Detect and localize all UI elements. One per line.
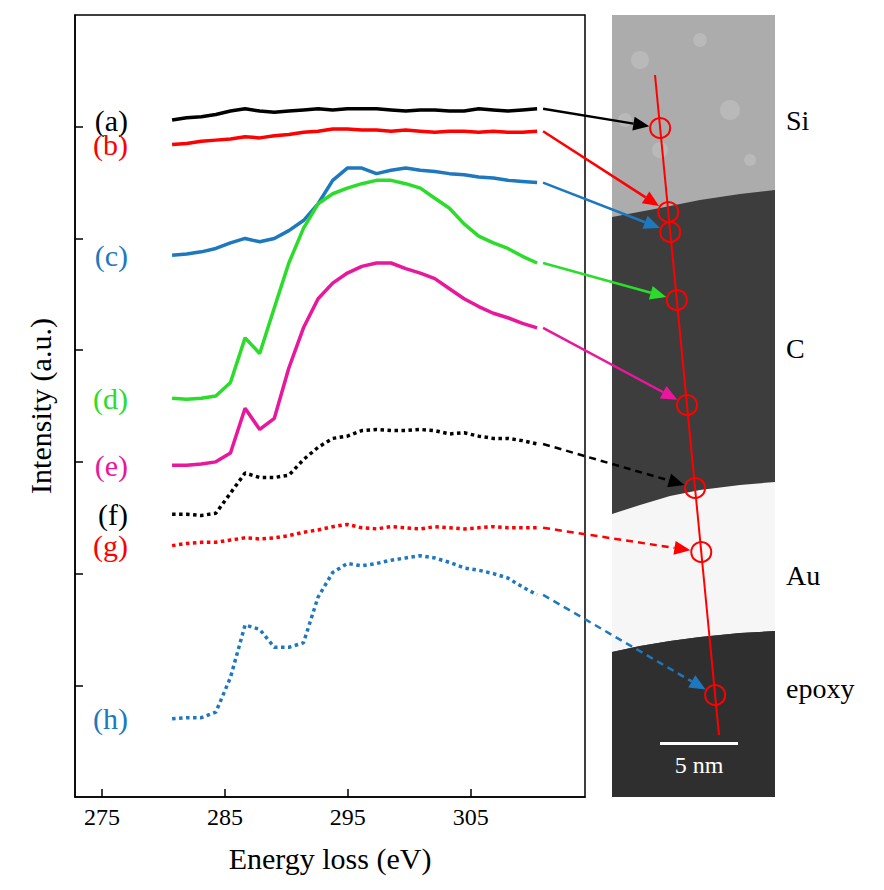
svg-text:epoxy: epoxy (786, 673, 854, 704)
svg-text:(h): (h) (93, 702, 128, 736)
svg-text:5 nm: 5 nm (675, 752, 724, 778)
svg-text:(f): (f) (98, 498, 128, 532)
svg-text:(e): (e) (95, 449, 128, 483)
svg-text:(a): (a) (94, 103, 129, 137)
svg-text:295: 295 (330, 804, 366, 830)
svg-text:Au: Au (786, 560, 820, 591)
svg-text:Energy loss (eV): Energy loss (eV) (229, 842, 432, 876)
svg-text:285: 285 (207, 804, 243, 830)
svg-text:(d): (d) (93, 382, 128, 416)
svg-text:Si: Si (786, 105, 810, 136)
svg-text:C: C (786, 333, 805, 364)
svg-text:305: 305 (453, 804, 489, 830)
svg-text:(c): (c) (95, 239, 128, 273)
svg-text:275: 275 (84, 804, 120, 830)
svg-text:Intensity (a.u.): Intensity (a.u.) (24, 318, 58, 494)
svg-text:(g): (g) (93, 529, 128, 563)
svg-text:(b): (b) (93, 128, 128, 162)
